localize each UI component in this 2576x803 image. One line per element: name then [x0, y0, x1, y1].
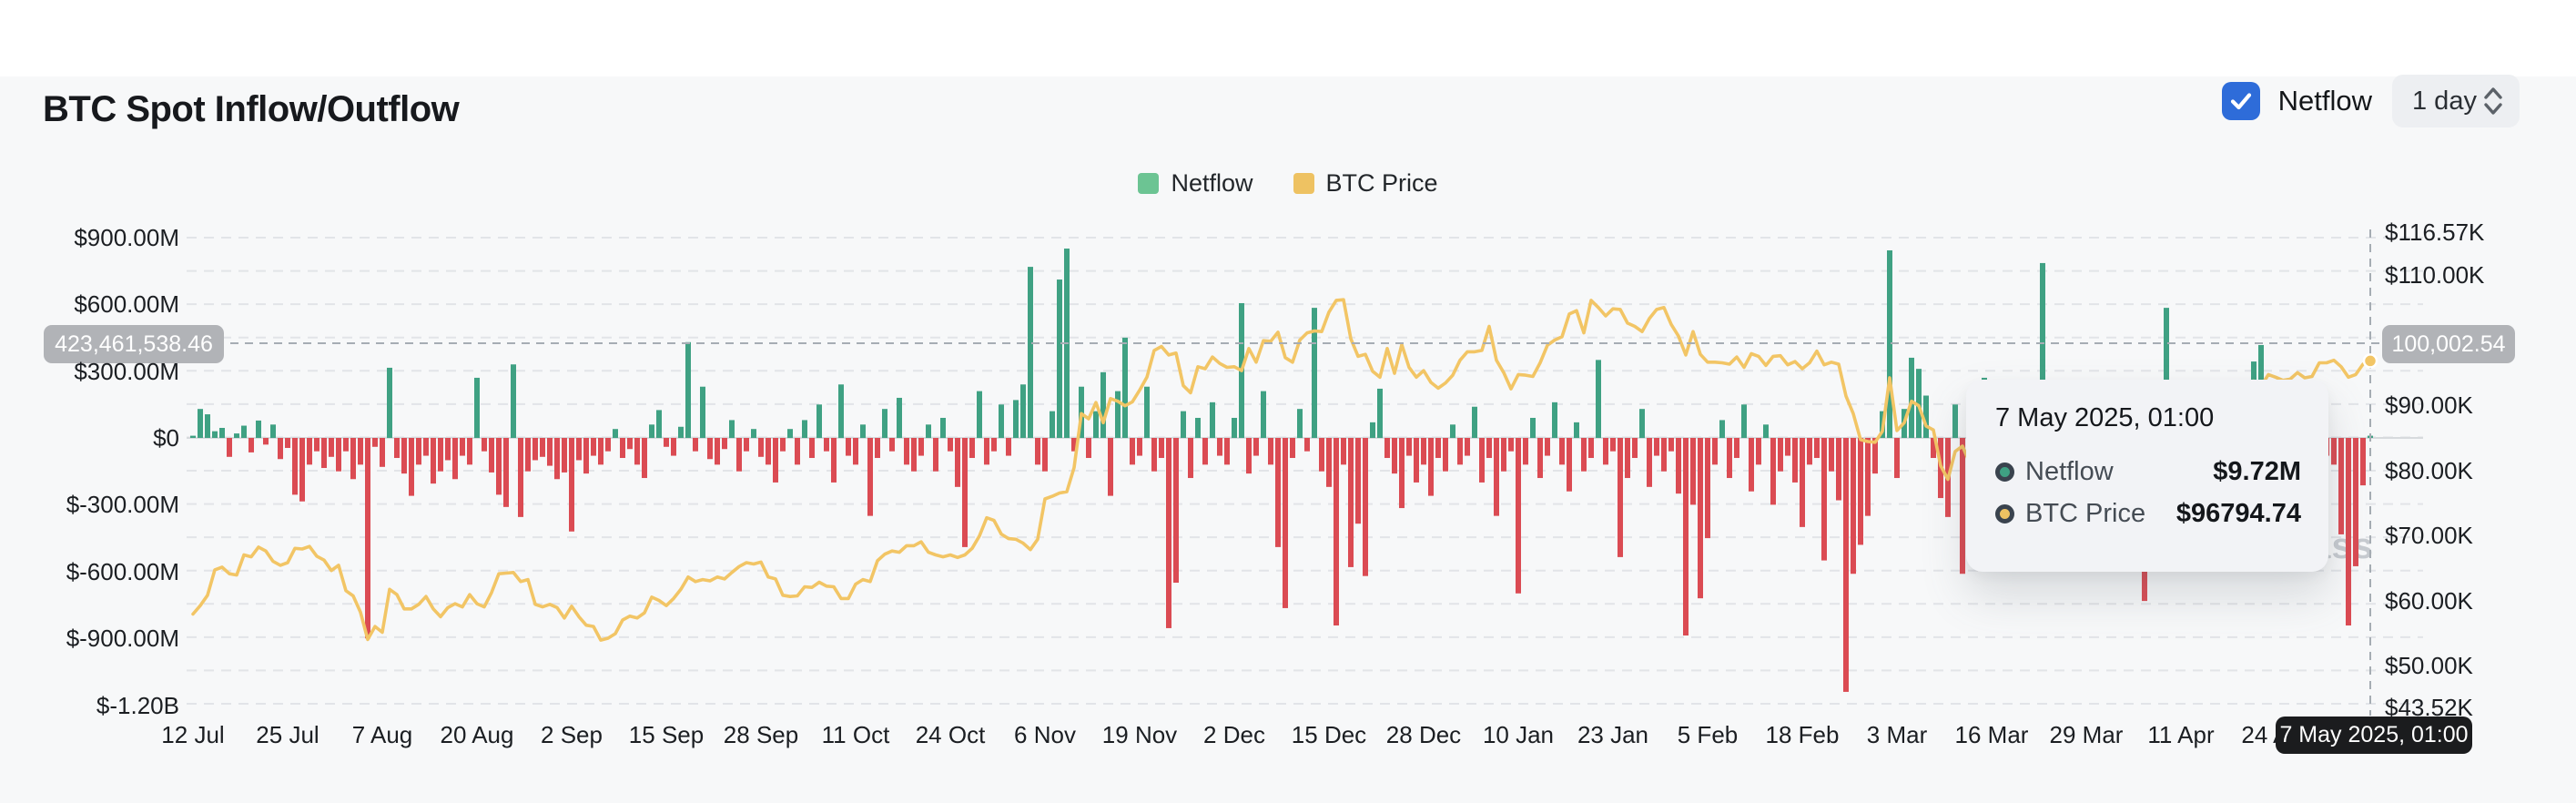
interval-value: 1 day — [2412, 86, 2477, 116]
page-title: BTC Spot Inflow/Outflow — [43, 89, 460, 129]
updown-chevron-icon — [2484, 87, 2502, 115]
tooltip-series-value: $96794.74 — [2175, 499, 2301, 528]
tooltip-series-label: Netflow — [2025, 457, 2114, 486]
tooltip-series-value: $9.72M — [2213, 457, 2301, 486]
series-marker-icon — [1995, 462, 2014, 482]
top-right-controls: Netflow 1 day — [2221, 75, 2520, 127]
legend-label: Netflow — [1171, 169, 1253, 197]
chart-legend: Netflow BTC Price — [0, 169, 2576, 198]
checkmark-icon — [2230, 93, 2251, 110]
interval-select[interactable]: 1 day — [2392, 75, 2520, 127]
price-hover-dot — [2362, 353, 2378, 369]
legend-swatch — [1138, 173, 1160, 194]
legend-label: BTC Price — [1325, 169, 1438, 197]
series-marker-icon — [1995, 504, 2014, 523]
tooltip-row: BTC Price $96794.74 — [1995, 499, 2301, 529]
netflow-toggle[interactable]: Netflow — [2221, 82, 2372, 120]
tooltip-date: 7 May 2025, 01:00 — [1995, 403, 2215, 432]
tooltip-row: Netflow $9.72M — [1995, 457, 2301, 487]
tooltip-series-label: BTC Price — [2025, 499, 2146, 528]
netflow-checkbox[interactable] — [2221, 82, 2260, 120]
hover-tooltip: 7 May 2025, 01:00 Netflow $9.72M BTC Price… — [1966, 380, 2328, 572]
legend-swatch — [1293, 173, 1314, 194]
netflow-checkbox-label: Netflow — [2277, 85, 2372, 117]
crosshair-date-badge: 7 May 2025, 01:00 — [2276, 717, 2472, 754]
legend-item-btc-price[interactable]: BTC Price — [1293, 169, 1438, 198]
legend-item-netflow[interactable]: Netflow — [1138, 169, 1253, 198]
